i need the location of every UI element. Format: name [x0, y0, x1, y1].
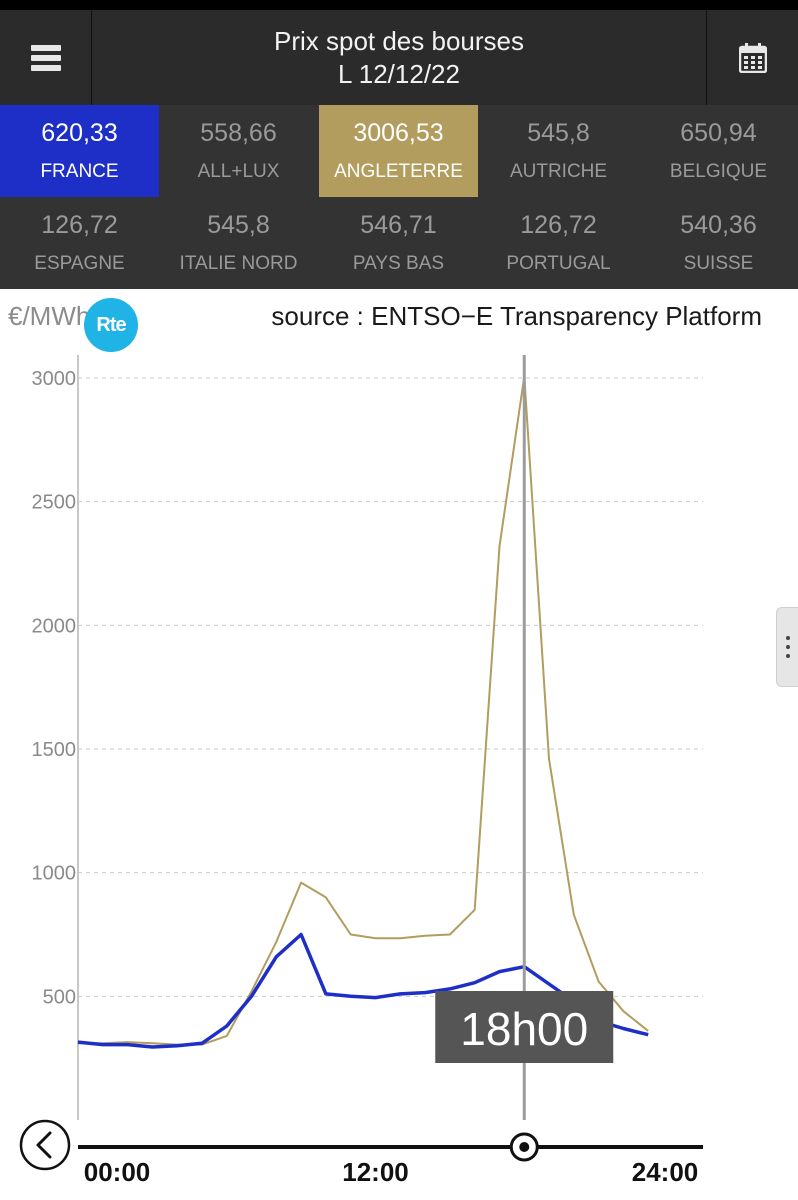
market-value: 558,66 [200, 119, 277, 147]
source-label: source : ENTSO−E Transparency Platform [271, 301, 762, 331]
market-tile-pays-bas[interactable]: 546,71 PAYS BAS [319, 197, 478, 289]
market-tile-suisse[interactable]: 540,36 SUISSE [639, 197, 798, 289]
y-tick-label: 1000 [32, 863, 77, 885]
market-grid: 620,33 FRANCE 558,66 ALL+LUX 3006,53 ANG… [0, 105, 798, 289]
market-value: 126,72 [520, 211, 597, 239]
side-panel-handle[interactable] [776, 607, 798, 687]
title-line-1: Prix spot des bourses [273, 25, 524, 56]
market-tile-portugal[interactable]: 126,72 PORTUGAL [479, 197, 638, 289]
market-name: SUISSE [683, 253, 754, 274]
page-title: Prix spot des bourses L 12/12/22 [92, 10, 706, 105]
y-tick-label: 2000 [32, 615, 77, 637]
market-value: 540,36 [680, 211, 757, 239]
back-button-circle [19, 1119, 71, 1171]
calendar-button[interactable] [706, 10, 798, 105]
dot-icon [785, 654, 790, 658]
y-tick-label: 2500 [32, 492, 77, 514]
status-bar [0, 0, 798, 10]
market-value: 126,72 [41, 211, 118, 239]
app-header: Prix spot des bourses L 12/12/22 [0, 10, 798, 105]
hamburger-menu-icon [30, 44, 61, 71]
market-name: ITALIE NORD [179, 253, 298, 274]
market-value: 545,8 [207, 211, 270, 239]
market-value: 546,71 [360, 211, 437, 239]
chart-area: €/MWh Rte source : ENTSO−E Transparency … [0, 289, 798, 1200]
series-line-france [77, 932, 649, 1049]
x-tick-label: 24:00 [632, 1157, 699, 1187]
market-name: AUTRICHE [509, 161, 608, 182]
market-tile-all-lux[interactable]: 558,66 ALL+LUX [159, 105, 318, 197]
unit-label: €/MWh [8, 301, 91, 331]
market-value: 3006,53 [353, 119, 444, 147]
market-tile-belgique[interactable]: 650,94 BELGIQUE [639, 105, 798, 197]
market-tile-italie-nord[interactable]: 545,8 ITALIE NORD [159, 197, 318, 289]
rte-logo: Rte [84, 298, 138, 352]
x-tick-label: 00:00 [84, 1157, 151, 1187]
timeline-handle[interactable] [509, 1132, 539, 1162]
market-value: 545,8 [527, 119, 590, 147]
market-name: BELGIQUE [669, 161, 768, 182]
cursor-label: 18h00 [460, 1003, 588, 1055]
back-button[interactable] [19, 1119, 71, 1171]
market-tile-espagne[interactable]: 126,72 ESPAGNE [0, 197, 159, 289]
market-name: ALL+LUX [197, 161, 280, 182]
market-name: ANGLETERRE [334, 161, 463, 182]
market-value: 620,33 [41, 119, 118, 147]
market-value: 650,94 [680, 119, 757, 147]
dot-icon [785, 645, 790, 649]
cursor-label-box [435, 991, 614, 1063]
calendar-icon [738, 42, 767, 73]
y-tick-label: 1500 [32, 739, 77, 761]
series-line-angleterre [78, 375, 649, 1046]
market-name: PORTUGAL [506, 253, 611, 274]
y-tick-label: 3000 [32, 368, 77, 390]
chevron-left-icon [36, 1131, 52, 1159]
title-date: L 12/12/22 [338, 58, 460, 89]
market-name: FRANCE [40, 161, 119, 182]
market-tile-autriche[interactable]: 545,8 AUTRICHE [479, 105, 638, 197]
market-name: ESPAGNE [34, 253, 125, 274]
market-tile-france[interactable]: 620,33 FRANCE [0, 105, 159, 197]
market-tile-angleterre[interactable]: 3006,53 ANGLETERRE [319, 105, 478, 197]
x-tick-label: 12:00 [342, 1157, 409, 1187]
slider-handle-dot [519, 1142, 530, 1152]
market-name: PAYS BAS [352, 253, 445, 274]
dot-icon [785, 636, 790, 640]
menu-button[interactable] [0, 10, 92, 105]
y-tick-label: 500 [43, 986, 76, 1008]
